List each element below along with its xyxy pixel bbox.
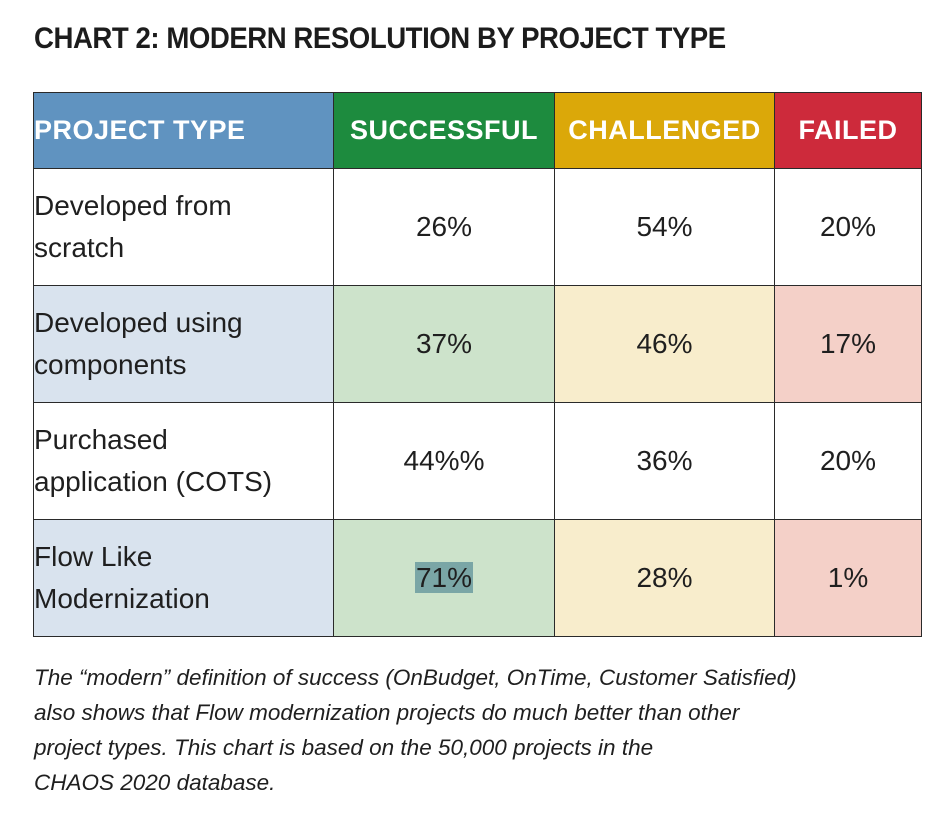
header-row: PROJECT TYPE SUCCESSFUL CHALLENGED FAILE… bbox=[33, 92, 922, 169]
header-failed: FAILED bbox=[774, 92, 922, 169]
successful-cell: 37% bbox=[333, 285, 555, 403]
failed-cell: 20% bbox=[774, 402, 922, 520]
project-type-cell: Flow Like Modernization bbox=[33, 519, 334, 637]
failed-cell: 1% bbox=[774, 519, 922, 637]
project-type-line1: Developed from bbox=[34, 190, 232, 221]
failed-cell: 17% bbox=[774, 285, 922, 403]
challenged-cell: 46% bbox=[554, 285, 775, 403]
header-project-type: PROJECT TYPE bbox=[33, 92, 334, 169]
project-type-cell: Developed from scratch bbox=[33, 168, 334, 286]
table-row: Flow Like Modernization 71% 28% 1% bbox=[33, 519, 922, 637]
caption-line: CHAOS 2020 database. bbox=[34, 770, 276, 795]
caption: The “modern” definition of success (OnBu… bbox=[34, 660, 914, 800]
project-type-line2: application (COTS) bbox=[34, 466, 273, 497]
table-row: Developed from scratch 26% 54% 20% bbox=[33, 168, 922, 286]
project-type-cell: Developed using components bbox=[33, 285, 334, 403]
caption-line: also shows that Flow modernization proje… bbox=[34, 700, 740, 725]
page-title: CHART 2: MODERN RESOLUTION BY PROJECT TY… bbox=[34, 22, 726, 55]
project-type-line2: Modernization bbox=[34, 583, 210, 614]
challenged-cell: 54% bbox=[554, 168, 775, 286]
project-type-cell: Purchased application (COTS) bbox=[33, 402, 334, 520]
table-row: Purchased application (COTS) 44%% 36% 20… bbox=[33, 402, 922, 520]
failed-cell: 20% bbox=[774, 168, 922, 286]
challenged-cell: 28% bbox=[554, 519, 775, 637]
successful-cell: 26% bbox=[333, 168, 555, 286]
highlighted-value[interactable]: 71% bbox=[414, 562, 474, 593]
table-row: Developed using components 37% 46% 17% bbox=[33, 285, 922, 403]
project-type-line1: Developed using bbox=[34, 307, 243, 338]
caption-line: project types. This chart is based on th… bbox=[34, 735, 654, 760]
successful-cell: 44%% bbox=[333, 402, 555, 520]
resolution-table: PROJECT TYPE SUCCESSFUL CHALLENGED FAILE… bbox=[33, 92, 922, 637]
header-successful: SUCCESSFUL bbox=[333, 92, 555, 169]
caption-line: The “modern” definition of success (OnBu… bbox=[34, 665, 797, 690]
project-type-line2: components bbox=[34, 349, 187, 380]
successful-cell: 71% bbox=[333, 519, 555, 637]
header-challenged: CHALLENGED bbox=[554, 92, 775, 169]
project-type-line1: Flow Like bbox=[34, 541, 153, 572]
project-type-line2: scratch bbox=[34, 232, 125, 263]
project-type-line1: Purchased bbox=[34, 424, 168, 455]
challenged-cell: 36% bbox=[554, 402, 775, 520]
